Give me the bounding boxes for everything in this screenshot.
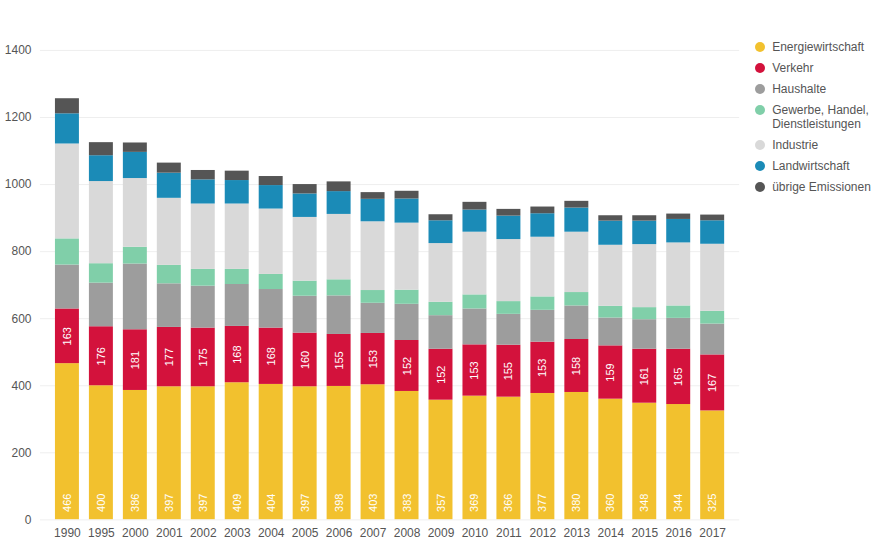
- svg-text:167: 167: [706, 374, 718, 392]
- svg-text:163: 163: [61, 327, 73, 345]
- svg-text:400: 400: [95, 494, 107, 512]
- svg-text:2012: 2012: [530, 526, 557, 540]
- svg-text:369: 369: [468, 494, 480, 512]
- svg-text:377: 377: [536, 494, 548, 512]
- svg-text:2001: 2001: [156, 526, 183, 540]
- svg-text:165: 165: [672, 368, 684, 386]
- svg-text:2011: 2011: [496, 526, 522, 540]
- svg-text:168: 168: [231, 345, 243, 363]
- svg-text:397: 397: [197, 494, 209, 512]
- svg-text:200: 200: [11, 446, 31, 460]
- svg-text:398: 398: [333, 494, 345, 512]
- svg-text:168: 168: [265, 347, 277, 365]
- svg-text:386: 386: [129, 494, 141, 512]
- svg-text:2000: 2000: [122, 526, 149, 540]
- svg-text:2006: 2006: [326, 526, 353, 540]
- html-text:Energiewirtschaft: Energiewirtschaft: [772, 40, 865, 54]
- html-text:Verkehr: Verkehr: [772, 61, 814, 75]
- svg-text:2010: 2010: [462, 526, 489, 540]
- svg-text:153: 153: [468, 361, 480, 379]
- html-text:Landwirtschaft: Landwirtschaft: [772, 159, 850, 173]
- svg-text:155: 155: [502, 362, 514, 380]
- svg-text:357: 357: [435, 494, 447, 512]
- svg-text:1995: 1995: [88, 526, 115, 540]
- svg-text:175: 175: [197, 348, 209, 366]
- svg-text:2004: 2004: [258, 526, 285, 540]
- svg-text:380: 380: [570, 494, 582, 512]
- svg-text:366: 366: [502, 494, 514, 512]
- svg-text:161: 161: [638, 367, 650, 385]
- svg-text:409: 409: [231, 494, 243, 512]
- svg-text:1000: 1000: [5, 177, 32, 191]
- svg-text:325: 325: [706, 494, 718, 512]
- svg-text:1400: 1400: [5, 43, 32, 57]
- html-text:Gewerbe, Handel, Dienstleistun: Gewerbe, Handel, Dienstleistungen: [772, 103, 869, 131]
- svg-text:176: 176: [95, 347, 107, 365]
- svg-text:2013: 2013: [564, 526, 591, 540]
- svg-text:2003: 2003: [224, 526, 251, 540]
- svg-text:383: 383: [401, 494, 413, 512]
- svg-text:800: 800: [11, 244, 31, 258]
- svg-text:2016: 2016: [665, 526, 692, 540]
- svg-text:397: 397: [163, 494, 175, 512]
- svg-text:181: 181: [129, 351, 141, 369]
- svg-text:2009: 2009: [428, 526, 455, 540]
- svg-text:400: 400: [11, 379, 31, 393]
- svg-text:397: 397: [299, 494, 311, 512]
- svg-text:0: 0: [25, 513, 32, 527]
- html-text:übrige Emissionen: übrige Emissionen: [772, 180, 871, 194]
- svg-text:2008: 2008: [394, 526, 421, 540]
- svg-text:2017: 2017: [699, 526, 726, 540]
- svg-text:2002: 2002: [190, 526, 217, 540]
- svg-text:153: 153: [367, 350, 379, 368]
- svg-text:600: 600: [11, 312, 31, 326]
- svg-text:403: 403: [367, 494, 379, 512]
- svg-text:360: 360: [604, 494, 616, 512]
- html-text:Industrie: Industrie: [772, 138, 819, 152]
- svg-text:466: 466: [61, 494, 73, 512]
- svg-text:153: 153: [536, 359, 548, 377]
- svg-text:177: 177: [163, 348, 175, 366]
- svg-text:2014: 2014: [597, 526, 624, 540]
- svg-text:2007: 2007: [360, 526, 387, 540]
- html-text:Haushalte: Haushalte: [772, 82, 827, 96]
- svg-text:344: 344: [672, 494, 684, 512]
- svg-text:159: 159: [604, 363, 616, 381]
- svg-text:404: 404: [265, 494, 277, 512]
- svg-text:2015: 2015: [631, 526, 658, 540]
- svg-text:1200: 1200: [5, 110, 32, 124]
- svg-text:348: 348: [638, 494, 650, 512]
- svg-text:1990: 1990: [54, 526, 81, 540]
- svg-text:2005: 2005: [292, 526, 319, 540]
- svg-text:155: 155: [333, 351, 345, 369]
- svg-text:152: 152: [401, 357, 413, 375]
- svg-text:158: 158: [570, 357, 582, 375]
- svg-text:160: 160: [299, 351, 311, 369]
- svg-text:152: 152: [435, 366, 447, 384]
